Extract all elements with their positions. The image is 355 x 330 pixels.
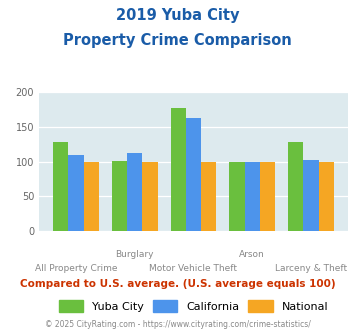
Legend: Yuba City, California, National: Yuba City, California, National [59,300,328,312]
Text: Burglary: Burglary [115,250,154,259]
Bar [229,162,245,231]
Bar [303,160,318,231]
Text: 2019 Yuba City: 2019 Yuba City [116,8,239,23]
Bar [142,162,158,231]
Text: All Property Crime: All Property Crime [35,264,117,273]
Bar [288,142,303,231]
Text: Property Crime Comparison: Property Crime Comparison [63,33,292,48]
Bar [112,161,127,231]
Bar [201,162,217,231]
Text: © 2025 CityRating.com - https://www.cityrating.com/crime-statistics/: © 2025 CityRating.com - https://www.city… [45,320,310,329]
Bar [53,142,69,231]
Bar [245,162,260,231]
Bar [170,108,186,231]
Text: Larceny & Theft: Larceny & Theft [275,264,347,273]
Bar [260,162,275,231]
Bar [69,155,84,231]
Text: Compared to U.S. average. (U.S. average equals 100): Compared to U.S. average. (U.S. average … [20,279,335,289]
Text: Arson: Arson [239,250,265,259]
Bar [318,162,334,231]
Bar [127,153,142,231]
Bar [84,162,99,231]
Bar [186,118,201,231]
Text: Motor Vehicle Theft: Motor Vehicle Theft [149,264,237,273]
